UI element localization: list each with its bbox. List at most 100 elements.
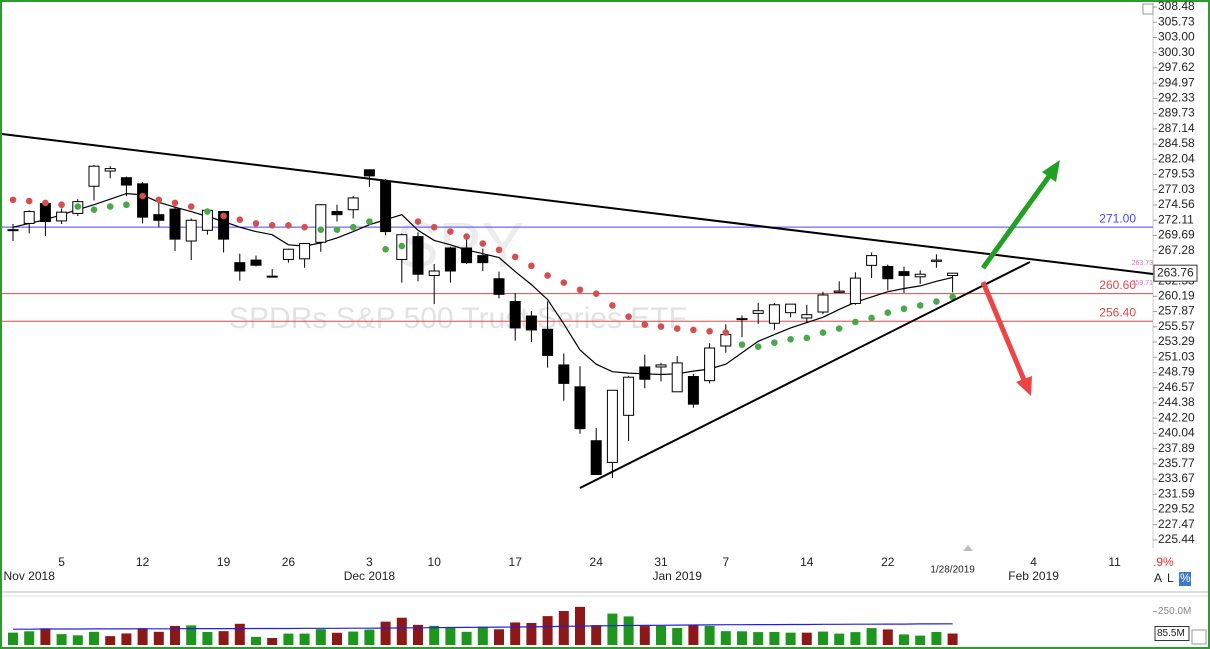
volume-bar — [704, 625, 715, 645]
sar-dot — [949, 293, 956, 301]
volume-bar — [380, 621, 391, 645]
sar-dot — [835, 325, 843, 332]
sar-dot — [236, 216, 244, 223]
sar-dot — [42, 199, 49, 207]
candle-body — [833, 290, 845, 293]
control-button[interactable]: L — [1167, 571, 1174, 585]
arrow-head — [1042, 160, 1060, 182]
volume-bar — [753, 632, 764, 645]
candle-body — [331, 211, 343, 216]
level-label: 260.60 — [1099, 278, 1136, 292]
level-label: 256.40 — [1099, 305, 1136, 319]
y-tick-label: 305.73 — [1158, 14, 1195, 28]
volume-bar — [672, 627, 683, 645]
candle-body — [444, 247, 456, 272]
y-tick-label: 251.03 — [1158, 349, 1195, 363]
volume-bar — [591, 625, 602, 645]
volume-bar — [332, 632, 342, 645]
candle-body — [120, 177, 132, 186]
volume-bar — [818, 631, 828, 645]
volume-bar — [105, 636, 116, 645]
candle-body — [477, 255, 489, 264]
x-tick-label: 3 — [366, 555, 373, 569]
sar-dot — [382, 245, 389, 253]
y-tick-label: 257.87 — [1158, 304, 1195, 318]
side-label: 259.71 — [1132, 280, 1154, 287]
volume-bar — [445, 627, 456, 645]
control-button[interactable]: A — [1154, 571, 1162, 585]
x-tick-label: 12 — [136, 555, 150, 569]
candle-body — [639, 366, 651, 380]
volume-bar — [494, 629, 504, 645]
sar-dot — [479, 240, 487, 247]
x-tick-label: 26 — [282, 555, 296, 569]
sar-dot — [738, 341, 746, 348]
control-button[interactable]: % — [1180, 571, 1191, 585]
sar-dot — [754, 343, 762, 350]
volume-average — [13, 623, 953, 630]
x-tick-label: 7 — [722, 555, 729, 569]
volume-bar — [137, 628, 148, 645]
sar-dot — [916, 302, 924, 309]
sar-dot — [398, 242, 406, 250]
sar-dot — [609, 302, 616, 309]
sar-dot — [430, 223, 438, 231]
y-tick-label: 294.97 — [1158, 75, 1195, 89]
month-label: Dec 2018 — [344, 569, 396, 583]
volume-bar — [72, 635, 83, 645]
candle-body — [461, 247, 473, 264]
candle-body — [266, 275, 278, 278]
candle-body — [282, 248, 294, 260]
volume-bar — [364, 629, 375, 645]
sar-dot — [706, 327, 713, 335]
volume-bar — [542, 616, 553, 645]
sar-dot — [884, 309, 892, 316]
sar-dot — [9, 196, 17, 204]
x-tick-label: 22 — [881, 555, 895, 569]
volume-bar — [234, 623, 245, 645]
volume-bar — [947, 633, 958, 645]
candle-body — [380, 180, 392, 233]
candle-body — [752, 310, 764, 314]
button-bg — [1179, 572, 1191, 586]
sar-dot — [333, 226, 341, 233]
candle-body — [56, 211, 68, 222]
candle-body — [623, 376, 635, 416]
volume-bar — [477, 626, 488, 645]
candle-body — [39, 202, 51, 223]
y-tick-label: 242.20 — [1158, 410, 1195, 424]
candle-body — [817, 294, 829, 313]
sar-dot — [301, 223, 308, 231]
volume-bar — [899, 634, 909, 645]
y-tick-label: 231.59 — [1158, 486, 1195, 500]
volume-bar — [24, 631, 35, 645]
current-date-label: 1/28/2019 — [930, 565, 975, 576]
candle-body — [493, 278, 505, 295]
sar-dot — [220, 212, 227, 220]
arrow — [980, 281, 1027, 381]
sar-dot — [317, 226, 325, 233]
sar-dot — [123, 201, 130, 209]
y-tick-label: 274.56 — [1158, 197, 1195, 211]
sar-dot — [106, 203, 114, 210]
sar-dot — [285, 221, 292, 229]
candle-body — [137, 183, 149, 218]
x-tick-label: 24 — [590, 555, 604, 569]
y-tick-label: 229.52 — [1158, 502, 1195, 516]
date-marker — [963, 545, 973, 551]
volume-bar — [623, 616, 634, 645]
candle-body — [558, 364, 570, 384]
sar-dot — [641, 321, 649, 328]
y-tick-label: 248.79 — [1158, 365, 1195, 379]
y-tick-label: 253.29 — [1158, 334, 1195, 348]
volume-bar — [639, 626, 650, 645]
candle-body — [542, 328, 554, 356]
volume-bar — [170, 625, 180, 645]
sar-dot — [447, 228, 454, 235]
settings-icon[interactable] — [1142, 3, 1154, 15]
volume-bar — [186, 625, 197, 645]
edit-icon[interactable] — [1191, 629, 1207, 645]
trendline — [1, 133, 1154, 275]
